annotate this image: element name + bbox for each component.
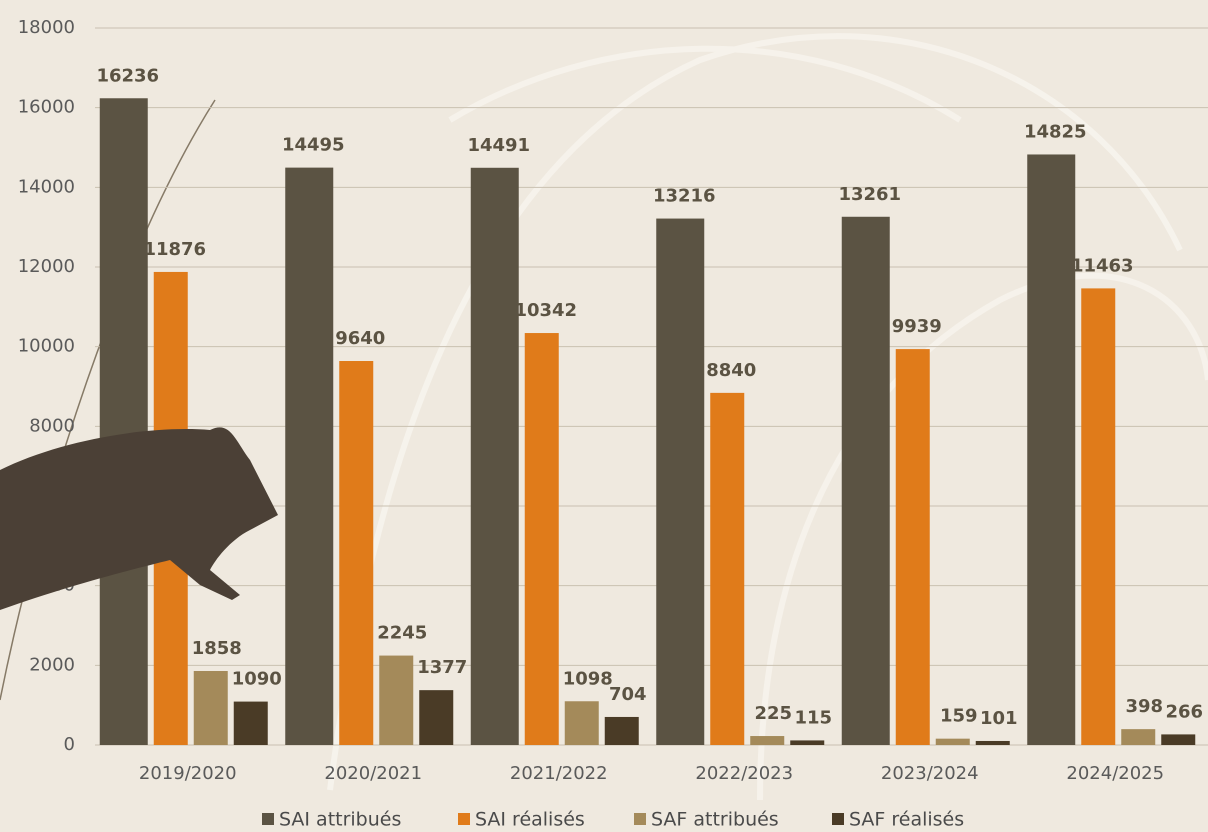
bar <box>1081 288 1116 745</box>
bar <box>841 216 890 746</box>
x-tick-label: 2023/2024 <box>881 763 979 784</box>
value-label: 9939 <box>892 316 942 337</box>
x-tick-label: 2024/2025 <box>1066 763 1164 784</box>
x-tick-label: 2020/2021 <box>324 763 422 784</box>
bar <box>604 716 639 745</box>
value-label: 1377 <box>417 657 467 678</box>
y-tick-label: 0 <box>64 734 75 755</box>
y-tick-label: 10000 <box>18 336 75 357</box>
boar <box>0 427 278 610</box>
bar <box>1161 734 1196 745</box>
value-label: 9640 <box>335 328 385 349</box>
bar <box>975 740 1010 745</box>
y-tick-label: 14000 <box>18 176 75 197</box>
bar <box>470 167 519 746</box>
legend-label: SAF attribués <box>651 809 779 831</box>
bar <box>339 361 374 745</box>
bar <box>750 736 785 745</box>
decoration <box>0 33 1208 801</box>
value-label: 14491 <box>467 135 530 156</box>
y-tick-label: 8000 <box>29 415 75 436</box>
legend-swatch <box>634 813 646 825</box>
bar <box>790 740 825 745</box>
bar <box>285 167 334 745</box>
bar <box>895 349 930 745</box>
bar <box>99 98 148 746</box>
value-label: 398 <box>1125 696 1163 717</box>
value-label: 13261 <box>838 184 901 205</box>
bar <box>524 333 559 745</box>
bar <box>379 655 414 745</box>
value-label: 115 <box>794 707 832 728</box>
y-tick-label: 2000 <box>29 654 75 675</box>
bar <box>935 738 970 745</box>
value-label: 266 <box>1165 701 1203 722</box>
x-tick-label: 2021/2022 <box>510 763 608 784</box>
bar <box>1027 154 1076 746</box>
bar <box>710 392 745 745</box>
value-label: 14825 <box>1024 121 1087 142</box>
value-label: 2245 <box>377 623 427 644</box>
value-label: 11876 <box>143 239 206 260</box>
bar <box>656 218 705 745</box>
value-label: 225 <box>754 703 792 724</box>
value-label: 1090 <box>232 669 282 690</box>
legend-swatch <box>832 813 844 825</box>
bar <box>193 670 228 745</box>
value-label: 704 <box>609 684 647 705</box>
value-label: 16236 <box>96 65 159 86</box>
legend-swatch <box>262 813 274 825</box>
value-label: 159 <box>940 706 978 727</box>
y-tick-label: 18000 <box>18 17 75 38</box>
value-label: 101 <box>980 708 1018 729</box>
legend-swatch <box>458 813 470 825</box>
value-label: 11463 <box>1071 255 1134 276</box>
legend-label: SAI attribués <box>279 809 401 831</box>
bar <box>419 690 454 745</box>
x-tick-label: 2019/2020 <box>139 763 237 784</box>
legend-label: SAF réalisés <box>849 809 964 831</box>
legend-label: SAI réalisés <box>475 809 585 831</box>
value-label: 13216 <box>653 186 716 207</box>
value-label: 1098 <box>563 668 613 689</box>
y-tick-label: 16000 <box>18 97 75 118</box>
x-tick-label: 2022/2023 <box>695 763 793 784</box>
bar <box>1121 729 1156 745</box>
y-tick-label: 12000 <box>18 256 75 277</box>
bar <box>564 701 599 745</box>
value-label: 8840 <box>706 360 756 381</box>
bar <box>233 701 268 745</box>
value-label: 14495 <box>282 135 345 156</box>
value-label: 1858 <box>192 638 242 659</box>
value-label: 10342 <box>514 300 577 321</box>
